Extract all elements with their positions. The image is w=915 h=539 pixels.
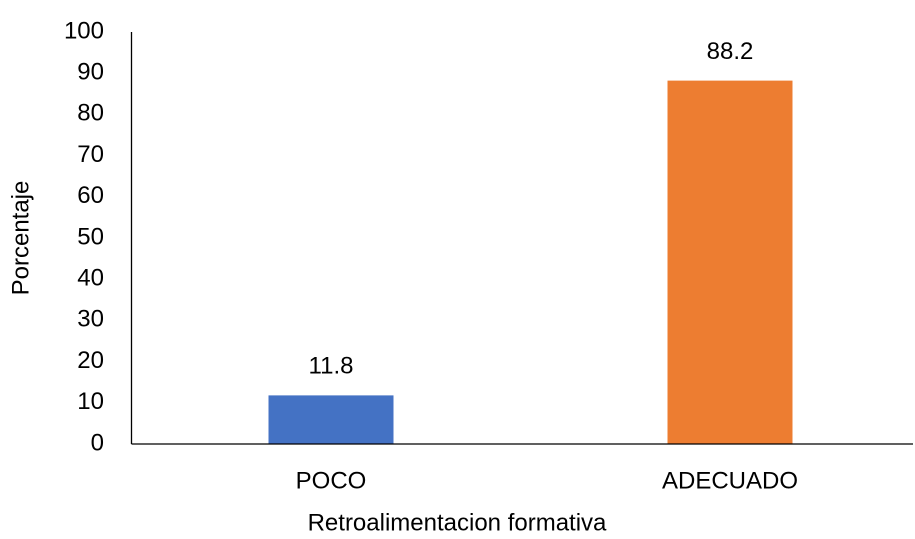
y-tick-label: 20 xyxy=(77,347,104,374)
x-tick-label: ADECUADO xyxy=(662,467,798,494)
bar xyxy=(667,80,793,444)
x-axis-title: Retroalimentacion formativa xyxy=(308,509,607,536)
data-label: 88.2 xyxy=(707,38,754,65)
y-tick-label: 90 xyxy=(77,59,104,86)
y-tick-label: 30 xyxy=(77,306,104,333)
y-tick-label: 50 xyxy=(77,223,104,250)
y-tick-label: 10 xyxy=(77,388,104,415)
y-tick-label: 80 xyxy=(77,100,104,127)
bar xyxy=(268,395,394,444)
data-label: 11.8 xyxy=(309,353,354,380)
y-axis-title: Porcentaje xyxy=(7,181,34,296)
y-tick-label: 40 xyxy=(77,265,104,292)
x-tick-label: POCO xyxy=(296,467,367,494)
y-tick-label: 70 xyxy=(77,141,104,168)
y-tick-label: 100 xyxy=(64,17,104,44)
y-tick-label: 0 xyxy=(91,429,104,456)
y-tick-label: 60 xyxy=(77,182,104,209)
